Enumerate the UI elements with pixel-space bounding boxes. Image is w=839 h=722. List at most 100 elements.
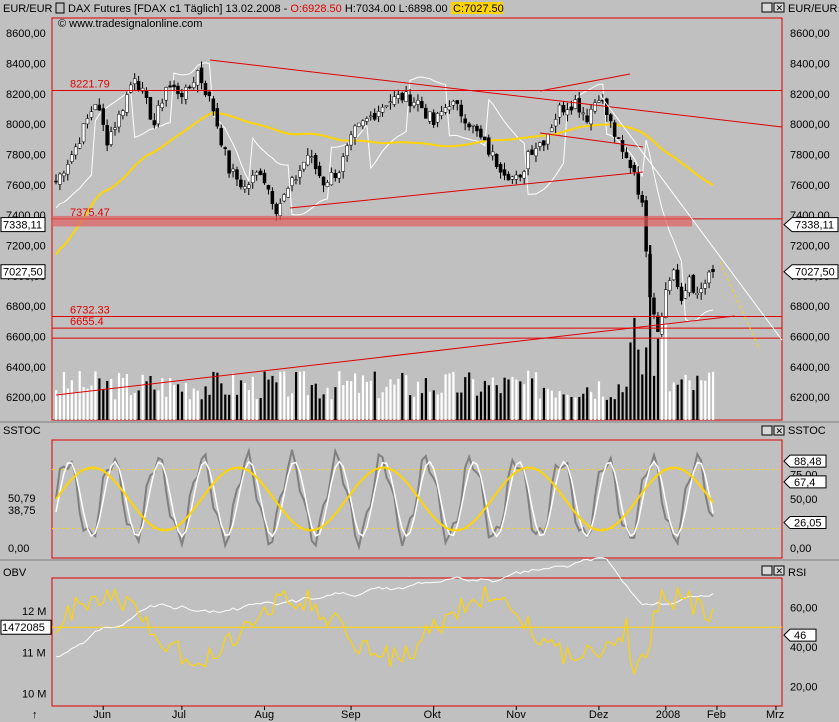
price-level-label: 8221.79 [70,79,110,91]
x-month-label: Feb [707,709,726,721]
volume-bar [393,384,396,420]
candle-body [463,118,467,124]
price-y-tick-right: 8200,00 [790,89,830,101]
candle-body [518,174,522,178]
volume-bar [283,371,286,420]
right-axis-title: EUR/EUR [788,3,838,15]
candle-body [203,83,208,96]
candle-body [372,112,377,120]
volume-bar [472,379,475,420]
price-y-tick-left: 6800,00 [6,301,46,313]
candle-body [121,110,125,116]
volume-bar [562,394,565,420]
candle-body [667,280,672,291]
price-flag-right-label: 7027,50 [795,267,835,279]
chart-title-text: DAX Futures [FDAX c1 Täglich] 13.02.2008… [68,3,448,15]
candle-body [365,118,369,122]
volume-bar [684,374,687,420]
sstoc-y-tick-right: 0,00 [790,543,811,555]
volume-bar [645,347,648,420]
volume-bar [696,375,699,420]
candle-body [195,70,200,86]
sstoc-restore-button[interactable] [761,425,773,436]
volume-bar [401,372,404,420]
volume-bar [381,392,384,420]
candle-body [125,94,129,113]
scroll-arrow-icon[interactable]: ↑ [32,709,38,721]
volume-bar [192,388,195,420]
volume-bar [448,373,451,420]
volume-bar [656,338,660,420]
candle-body [262,172,267,184]
volume-bar [302,371,306,420]
volume-bar [357,392,361,420]
volume-bar [487,385,490,420]
obv-rsi-plot-area[interactable] [51,577,783,707]
candle-body [530,149,534,155]
candle-body [534,148,538,157]
candle-body [526,151,530,169]
volume-bar [330,399,333,420]
candle-body [215,108,220,127]
sstoc-right-title: SSTOC [788,425,826,437]
obv-close-button[interactable]: ✕ [773,565,785,576]
volume-bar [523,384,526,420]
candle-body [384,105,389,108]
volume-bar [637,349,640,420]
volume-bar [294,372,298,420]
obv-layer: 10 M 11 M 12 M 20,00 40,00 60,00 1472085 46 [0,557,818,701]
volume-bar [436,394,439,420]
candle-body [565,109,570,116]
close-button[interactable]: ✕ [773,2,785,13]
volume-bar [259,397,262,420]
close-value-bg [451,2,503,14]
sstoc-close-button[interactable]: ✕ [773,425,785,436]
candle-body [632,165,637,172]
volume-bar [700,380,703,420]
candle-body [447,106,452,111]
volume-bar [188,399,191,420]
volume-bar [413,396,416,420]
price-y-tick-left: 6400,00 [6,362,46,374]
restore-button[interactable] [761,2,773,13]
price-y-tick-left: 7600,00 [6,180,46,192]
candle-body [329,172,334,186]
candle-body [77,143,82,149]
candle-body [549,127,554,132]
candle-body [707,271,711,284]
candle-body [620,139,625,152]
trend-line [289,171,644,209]
candle-body [699,288,703,293]
candle-body [325,182,330,187]
volume-bar [456,392,459,420]
candle-body [97,104,102,111]
candle-body [85,118,90,125]
volume-bar [692,390,695,420]
volume-bar [55,390,58,420]
volume-bar [597,381,601,420]
title-box-icon [55,2,65,14]
volume-bar [220,383,223,420]
volume-bar [137,390,140,420]
volume-bar [538,398,542,420]
obv-restore-button[interactable] [761,565,773,576]
candle-body [494,153,499,167]
x-month-label: Jun [93,709,111,721]
price-y-tick-left: 8200,00 [6,89,46,101]
volume-bar [507,379,510,420]
candle-body [109,131,113,145]
price-y-tick-right: 7200,00 [790,241,830,253]
volume-bar [271,375,274,420]
volume-bar [633,317,636,420]
volume-bar [464,377,467,420]
volume-bar [416,381,420,420]
candle-body [69,154,74,162]
sstoc-left-flag: 50,79 [8,493,36,505]
moving-average-line [55,111,714,256]
candle-body [557,104,562,118]
candle-body [396,94,401,99]
volume-bar [157,390,160,420]
price-y-tick-right: 7800,00 [790,150,830,162]
x-month-label: Aug [255,709,275,721]
price-flag-right [783,264,839,280]
